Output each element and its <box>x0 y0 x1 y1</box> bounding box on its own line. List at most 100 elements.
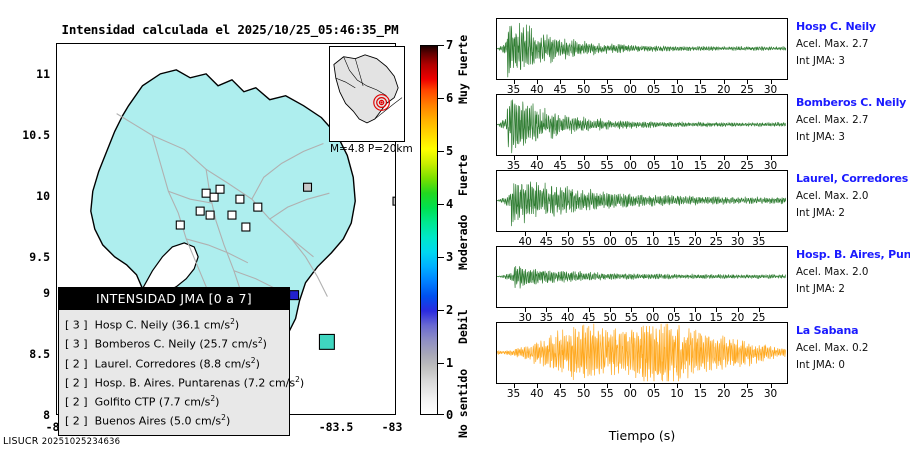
seismogram-xtick-label: 25 <box>709 236 723 248</box>
seismogram-xtick-label: 30 <box>518 312 532 324</box>
seismogram-xtick-label: 30 <box>763 160 778 172</box>
legend-row: [ 2 ] Laurel. Corredores (8.8 cm/s2) <box>65 355 260 371</box>
seismogram-trace-3 <box>496 170 788 232</box>
seismogram-xtick-label: 00 <box>623 160 637 172</box>
station-jma-intensity: Int JMA: 2 <box>796 207 845 219</box>
colorbar-num-2: 2 <box>446 303 454 317</box>
map-ytick-1: 10.5 <box>22 128 50 142</box>
map-ytick-5: 8.5 <box>29 347 50 361</box>
seismogram-xtick-label: 20 <box>717 388 731 400</box>
legend-station: Hosp. B. Aires. Puntarenas <box>94 376 241 390</box>
seismogram-xtick-label: 35 <box>539 312 554 324</box>
legend-accel: 8.8 <box>203 357 222 371</box>
seismogram-xlabels-5: 35 40 45 50 55 00 05 10 15 20 25 30 <box>496 388 788 401</box>
legend-accel: 36.1 <box>175 318 201 332</box>
colorbar-word-muy-fuerte: Muy Fuerte <box>456 34 470 104</box>
legend-unit-exponent: 2 <box>221 413 226 423</box>
legend-level: [ 2 ] <box>65 395 88 409</box>
station-name: Hosp. B. Aires, Puntare <box>796 248 910 261</box>
legend-unit: cm/s <box>268 376 296 390</box>
map-xtick-6: -83 <box>381 420 403 434</box>
legend-level: [ 3 ] <box>65 318 88 332</box>
seismogram-xtick-label: 45 <box>553 388 567 400</box>
seismogram-trace-5 <box>496 322 788 384</box>
legend-unit-exponent: 2 <box>257 336 263 346</box>
seismogram-xtick-label: 05 <box>647 160 661 172</box>
legend-level: [ 3 ] <box>65 337 88 351</box>
seismogram-xtick-label: 00 <box>623 388 637 400</box>
legend-row: [ 2 ] Buenos Aires (5.0 cm/s2) <box>65 413 231 428</box>
seismogram-xtick-label: 20 <box>717 84 731 96</box>
seismogram-xlabels-3: 40 45 50 55 00 05 10 15 20 25 30 35 <box>496 236 788 249</box>
legend-level: [ 2 ] <box>65 414 88 428</box>
legend-station: Bomberos C. Neily <box>94 337 196 351</box>
colorbar-num-0: 0 <box>446 408 454 422</box>
seismogram-xtick-label: 15 <box>693 160 708 172</box>
seismogram-xtick-label: 40 <box>518 236 532 248</box>
legend-unit: cm/s <box>224 357 251 371</box>
legend-unit: cm/s <box>184 395 211 409</box>
seismogram-xtick-label: 05 <box>667 312 681 324</box>
legend-unit: cm/s <box>194 414 222 428</box>
legend-row: [ 2 ] Golfito CTP (7.7 cm/s2) <box>65 394 220 409</box>
colorbar-word-moderado: Moderado <box>456 214 470 270</box>
seismogram-panels: 35 40 45 50 55 00 05 10 15 20 25 30 Hosp C. Neily Ace… <box>496 18 910 438</box>
seismogram-xtick-label: 25 <box>752 312 766 324</box>
seismogram-xtick-label: 55 <box>582 236 596 248</box>
legend-unit-exponent: 2 <box>250 355 256 365</box>
map-ytick-3: 9.5 <box>29 250 50 264</box>
colorbar-num-4: 4 <box>446 197 454 211</box>
seismogram-xtick-label: 50 <box>603 312 617 324</box>
seismogram-xtick-label: 30 <box>763 84 778 96</box>
seismogram-xtick-label: 55 <box>600 160 614 172</box>
legend-accel: 5.0 <box>173 414 192 428</box>
legend-unit-exponent: 2 <box>210 394 216 403</box>
station-max-accel: Acel. Max. 2.0 <box>796 190 869 202</box>
station-jma-intensity: Int JMA: 0 <box>796 359 845 371</box>
seismogram-xtick-label: 45 <box>539 236 554 248</box>
inset-magnitude-label: M=4.8 P=20km <box>330 143 413 155</box>
station-name: Hosp C. Neily <box>796 20 876 33</box>
colorbar-num-5: 5 <box>446 144 454 158</box>
seismogram-xtick-label: 30 <box>730 236 745 248</box>
seismogram-xtick-label: 00 <box>603 236 617 248</box>
seismogram-xtick-label: 00 <box>645 312 660 324</box>
seismogram-xtick-label: 20 <box>717 160 731 172</box>
seismogram-xtick-label: 45 <box>553 84 567 96</box>
legend-row: [ 3 ] Bomberos C. Neily (25.7 cm/s2) <box>65 336 267 351</box>
legend-station: Laurel. Corredores <box>94 357 196 371</box>
seismogram-xtick-label: 10 <box>670 160 684 172</box>
legend-row: [ 3 ] Hosp C. Neily (36.1 cm/s2) <box>65 317 240 332</box>
station-jma-intensity: Int JMA: 3 <box>796 131 845 143</box>
colorbar-num-1: 1 <box>446 356 454 370</box>
seismogram-xtick-label: 15 <box>667 236 681 248</box>
legend-level: [ 2 ] <box>65 357 88 371</box>
station-max-accel: Acel. Max. 2.7 <box>796 114 869 126</box>
legend-accel: 7.2 <box>247 376 266 390</box>
seismogram-xtick-label: 35 <box>752 236 766 248</box>
seismogram-xtick-label: 35 <box>506 160 521 172</box>
map-title: Intensidad calculada el 2025/10/25_05:46… <box>61 22 399 37</box>
seismogram-meta-4: Hosp. B. Aires, Puntare Acel. Max. 2.0 Int… <box>796 248 910 295</box>
footer-credit: LISUCR 20251025234636 <box>3 436 120 447</box>
legend-station: Golfito CTP <box>94 395 156 409</box>
station-name: La Sabana <box>796 324 859 337</box>
seismogram-xtick-label: 20 <box>730 312 745 324</box>
intensity-legend: INTENSIDAD JMA [0 a 7] [ 3 ] Hosp C. Nei… <box>58 287 304 436</box>
intensity-colorbar <box>420 45 438 415</box>
seismogram-xtick-label: 45 <box>553 160 567 172</box>
legend-accel: 7.7 <box>163 395 181 409</box>
station-max-accel: Acel. Max. 2.0 <box>796 266 869 278</box>
legend-unit-exponent: 2 <box>295 374 300 384</box>
seismogram-xlabels-4: 30 35 40 45 50 55 00 05 10 15 20 25 <box>496 312 788 325</box>
seismogram-xtick-label: 55 <box>600 388 614 400</box>
legend-unit: cm/s <box>203 318 231 332</box>
colorbar-word-debil: Debil <box>456 309 470 344</box>
legend-row: [ 2 ] Hosp. B. Aires. Puntarenas (7.2 cm… <box>65 374 304 390</box>
seismogram-xtick-label: 20 <box>688 236 702 248</box>
seismogram-xtick-label: 40 <box>530 84 544 96</box>
seismogram-meta-3: Laurel, Corredores Acel. Max. 2.0 Int JMA:… <box>796 172 910 219</box>
epicenter-icon <box>373 94 390 111</box>
seismogram-xtick-label: 15 <box>693 388 708 400</box>
map-ytick-0: 11 <box>36 67 50 81</box>
